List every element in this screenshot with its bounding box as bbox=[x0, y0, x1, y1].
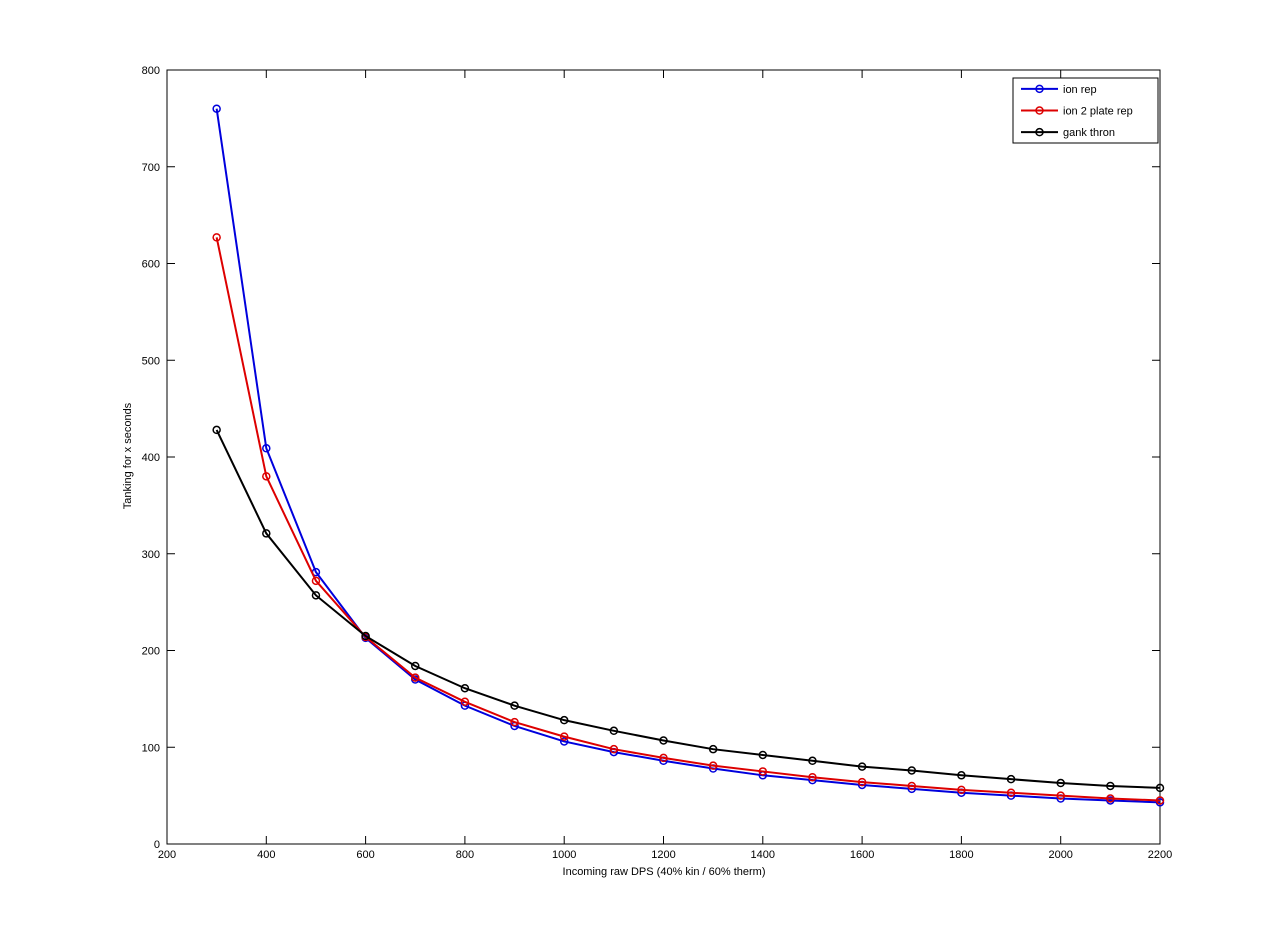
data-point-gank-thron bbox=[857, 762, 867, 771]
data-point-ion-2-plate-rep bbox=[559, 732, 569, 741]
data-point-gank-thron bbox=[1155, 783, 1165, 793]
y-tick-label: 200 bbox=[142, 646, 160, 658]
series-line-gank-thron bbox=[215, 429, 1161, 789]
data-point-ion-2-plate-rep bbox=[957, 785, 966, 795]
data-point-gank-thron bbox=[510, 701, 519, 710]
x-tick-label: 600 bbox=[356, 849, 374, 861]
y-tick-label: 400 bbox=[142, 452, 160, 464]
data-point-gank-thron bbox=[659, 736, 668, 745]
data-point-gank-thron bbox=[907, 766, 916, 775]
legend-marker-sample bbox=[1035, 106, 1044, 115]
data-point-gank-thron bbox=[1106, 781, 1115, 791]
y-tick-label: 700 bbox=[142, 162, 160, 174]
data-point-gank-thron bbox=[212, 425, 221, 435]
series-line-ion-2-plate-rep bbox=[215, 237, 1161, 802]
data-point-gank-thron bbox=[411, 661, 420, 671]
x-tick-label: 1200 bbox=[651, 849, 675, 861]
data-point-ion-2-plate-rep bbox=[411, 673, 420, 682]
data-point-gank-thron bbox=[1056, 778, 1065, 788]
data-point-ion-2-plate-rep bbox=[212, 233, 221, 242]
data-point-ion-2-plate-rep bbox=[311, 576, 321, 586]
data-point-ion-2-plate-rep bbox=[1006, 788, 1016, 797]
x-axis-label: Incoming raw DPS (40% kin / 60% therm) bbox=[562, 866, 766, 878]
data-point-ion-2-plate-rep bbox=[510, 717, 519, 727]
data-point-ion-2-plate-rep bbox=[460, 697, 470, 707]
data-point-ion-2-plate-rep bbox=[609, 744, 619, 754]
y-tick-label: 300 bbox=[142, 549, 160, 561]
data-point-ion-rep bbox=[262, 444, 271, 453]
data-point-ion-2-plate-rep bbox=[1106, 794, 1115, 803]
data-point-gank-thron bbox=[1006, 774, 1016, 784]
y-tick-label: 0 bbox=[154, 839, 160, 851]
data-point-ion-2-plate-rep bbox=[907, 781, 916, 791]
x-tick-label: 1600 bbox=[850, 849, 874, 861]
data-point-ion-2-plate-rep bbox=[708, 761, 718, 770]
x-tick-label: 400 bbox=[257, 849, 275, 861]
data-point-gank-thron bbox=[559, 715, 569, 725]
data-point-ion-2-plate-rep bbox=[659, 753, 668, 763]
data-point-ion-2-plate-rep bbox=[857, 777, 867, 787]
y-axis-label: Tanking for x seconds bbox=[122, 402, 134, 510]
data-point-gank-thron bbox=[460, 683, 470, 693]
data-point-ion-2-plate-rep bbox=[262, 472, 271, 481]
plot-area bbox=[166, 69, 1161, 845]
data-point-gank-thron bbox=[708, 744, 718, 754]
x-tick-label: 2000 bbox=[1048, 849, 1072, 861]
data-point-ion-rep bbox=[559, 737, 569, 746]
data-point-gank-thron bbox=[262, 529, 271, 538]
x-tick-label: 2200 bbox=[1148, 849, 1172, 861]
data-point-gank-thron bbox=[758, 750, 768, 760]
data-point-gank-thron bbox=[311, 591, 321, 600]
y-tick-label: 600 bbox=[142, 259, 160, 271]
x-tick-label: 200 bbox=[158, 849, 176, 861]
y-tick-label: 800 bbox=[142, 65, 160, 77]
legend-marker-sample bbox=[1035, 127, 1044, 137]
y-tick-label: 100 bbox=[142, 742, 160, 754]
legend-marker-sample bbox=[1035, 84, 1044, 94]
data-point-gank-thron bbox=[609, 726, 619, 736]
data-point-ion-2-plate-rep bbox=[1056, 791, 1065, 800]
y-tick-label: 500 bbox=[142, 355, 160, 367]
x-tick-label: 1800 bbox=[949, 849, 973, 861]
x-tick-label: 1000 bbox=[552, 849, 576, 861]
data-point-gank-thron bbox=[361, 631, 370, 641]
data-point-gank-thron bbox=[957, 771, 966, 780]
legend-label: gank thron bbox=[1063, 127, 1115, 139]
data-point-ion-2-plate-rep bbox=[758, 767, 768, 776]
data-point-gank-thron bbox=[808, 756, 817, 766]
data-point-ion-2-plate-rep bbox=[1155, 796, 1165, 805]
x-tick-label: 800 bbox=[456, 849, 474, 861]
x-tick-label: 1400 bbox=[751, 849, 775, 861]
data-point-ion-2-plate-rep bbox=[808, 772, 817, 782]
data-point-ion-rep bbox=[212, 104, 221, 113]
legend-label: ion rep bbox=[1063, 84, 1097, 96]
legend-label: ion 2 plate rep bbox=[1063, 106, 1133, 118]
